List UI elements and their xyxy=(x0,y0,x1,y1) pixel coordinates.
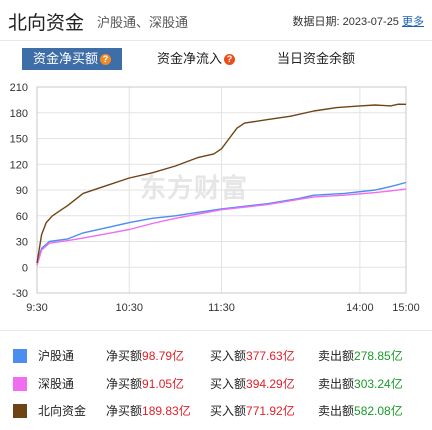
question-badge-icon[interactable]: ? xyxy=(100,54,111,65)
sell-value: 303.24亿 xyxy=(354,377,403,391)
legend-divider xyxy=(0,330,432,331)
legend-name: 深股通 xyxy=(38,377,75,391)
header: 北向资金 沪股通、深股通 数据日期: 2023-07-25 更多 xyxy=(0,0,432,40)
y-tick-label: 120 xyxy=(10,159,28,171)
net-value: 98.79亿 xyxy=(142,349,185,363)
page-subtitle: 沪股通、深股通 xyxy=(97,15,189,30)
net-label: 净买额 xyxy=(106,377,143,391)
x-tick-label: 14:00 xyxy=(346,302,374,314)
y-tick-label: 30 xyxy=(16,237,28,249)
sell-value: 582.08亿 xyxy=(354,404,403,418)
page-title: 北向资金 xyxy=(8,13,85,34)
tab-net-inflow-label: 资金净流入 xyxy=(157,51,223,66)
line-chart: 210 180 150 120 90 60 30 0 -30 9:30 10:30 11:30 14:0… xyxy=(10,82,420,314)
sell-label: 卖出额 xyxy=(318,404,355,418)
buy-value: 771.92亿 xyxy=(246,404,295,418)
y-tick-label: -30 xyxy=(12,288,28,300)
sell-label: 卖出额 xyxy=(318,349,355,363)
net-value: 91.05亿 xyxy=(142,377,185,391)
more-link[interactable]: 更多 xyxy=(402,16,424,28)
legend-row-total: 北向资金 净买额189.83亿 买入额771.92亿 卖出额582.08亿 xyxy=(0,399,432,423)
date-label: 数据日期: xyxy=(292,16,340,28)
y-tick-label: 90 xyxy=(16,185,28,197)
header-divider xyxy=(0,40,432,41)
tab-daily-balance[interactable]: 当日资金余额 xyxy=(277,48,355,70)
buy-value: 377.63亿 xyxy=(246,349,295,363)
tab-net-inflow[interactable]: 资金净流入? xyxy=(157,48,236,70)
buy-value: 394.29亿 xyxy=(246,377,295,391)
legend-row-hgt: 沪股通 净买额98.79亿 买入额377.63亿 卖出额278.85亿 xyxy=(0,344,432,368)
series-line xyxy=(36,103,407,264)
series-line xyxy=(36,181,407,264)
y-tick-label: 150 xyxy=(10,134,28,146)
buy-label: 买入额 xyxy=(210,404,247,418)
question-badge-icon[interactable]: ? xyxy=(224,54,236,65)
x-tick-label: 10:30 xyxy=(115,302,143,314)
y-tick-label: 210 xyxy=(10,82,28,94)
tab-net-buy-label: 资金净买额 xyxy=(32,51,98,66)
net-value: 189.83亿 xyxy=(142,404,191,418)
sell-label: 卖出额 xyxy=(318,377,355,391)
net-label: 净买额 xyxy=(106,404,143,418)
buy-label: 买入额 xyxy=(210,349,247,363)
legend-name: 北向资金 xyxy=(38,404,87,418)
buy-label: 买入额 xyxy=(210,377,247,391)
sell-value: 278.85亿 xyxy=(354,349,403,363)
legend-swatch xyxy=(13,349,27,363)
legend-swatch xyxy=(13,377,27,391)
series-line xyxy=(36,188,407,266)
plot-frame xyxy=(36,86,407,294)
date-value: 2023-07-25 xyxy=(342,16,399,28)
tab-daily-balance-label: 当日资金余额 xyxy=(277,51,356,66)
x-tick-label: 11:30 xyxy=(208,302,235,314)
legend-row-sgt: 深股通 净买额91.05亿 买入额394.29亿 卖出额303.24亿 xyxy=(0,372,432,396)
watermark: 东方财富 xyxy=(140,173,249,203)
legend-swatch xyxy=(13,404,27,418)
y-tick-label: 60 xyxy=(16,211,28,223)
tab-net-buy[interactable]: 资金净买额? xyxy=(22,48,122,70)
y-tick-label: 180 xyxy=(10,108,28,120)
net-label: 净买额 xyxy=(106,349,143,363)
legend-name: 沪股通 xyxy=(38,349,75,363)
y-tick-label: 0 xyxy=(22,262,28,274)
x-tick-label: 15:00 xyxy=(392,302,420,314)
x-tick-label: 9:30 xyxy=(26,302,47,314)
date-info: 数据日期: 2023-07-25 更多 xyxy=(293,13,424,29)
